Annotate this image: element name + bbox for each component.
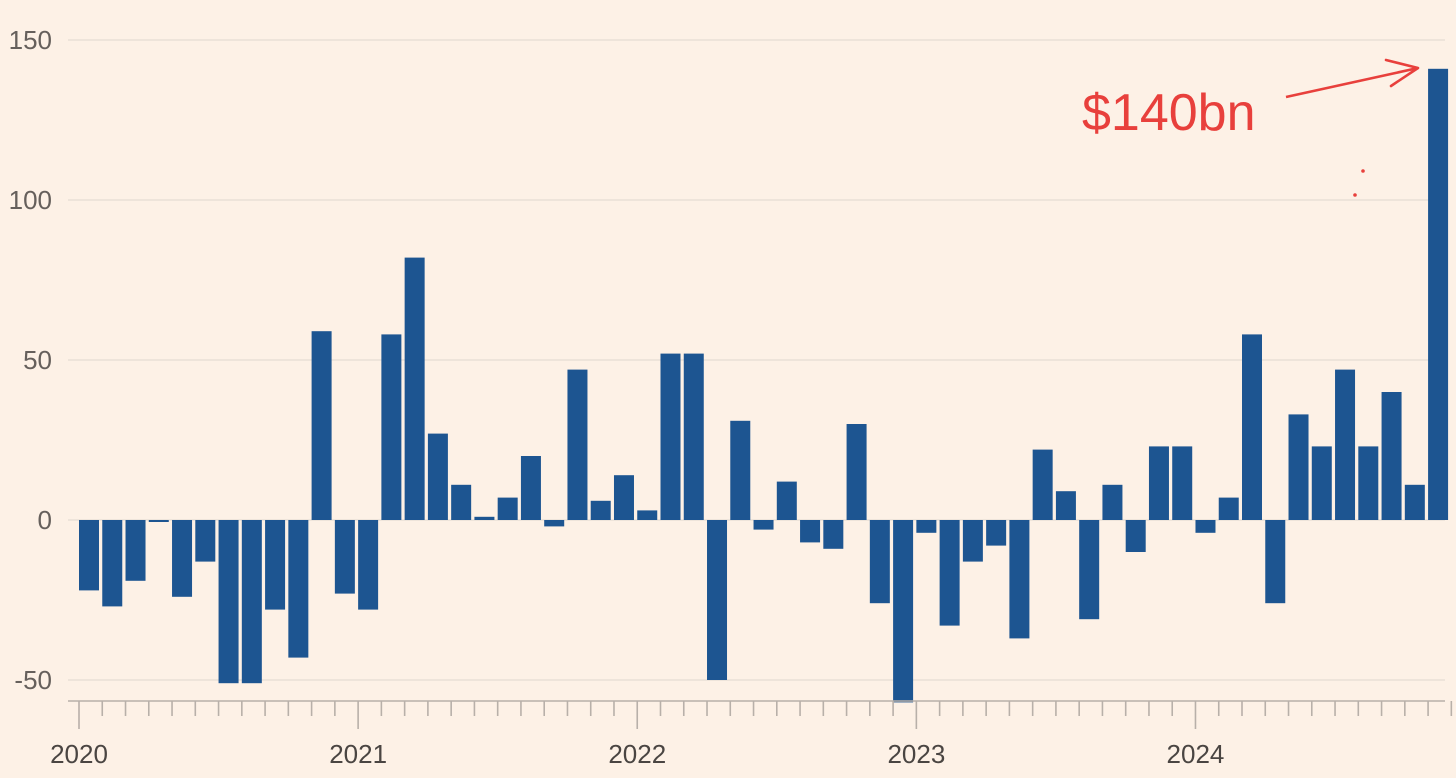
bar	[1125, 520, 1146, 552]
bar	[1265, 520, 1286, 604]
bar	[613, 475, 634, 520]
bar	[1335, 369, 1356, 520]
bar	[288, 520, 309, 658]
bar	[660, 353, 681, 520]
bar	[1381, 392, 1402, 520]
y-tick-label: 100	[9, 185, 52, 215]
bar	[1032, 449, 1053, 520]
bar	[939, 520, 960, 626]
bar	[800, 520, 821, 543]
bar	[1428, 68, 1449, 521]
bar	[1009, 520, 1030, 639]
x-tick-label: 2022	[608, 739, 666, 769]
x-tick-label: 2024	[1167, 739, 1225, 769]
bar	[893, 520, 914, 703]
y-axis-ticks: -50 0 50 100 150	[9, 25, 52, 695]
bar	[823, 520, 844, 549]
bar	[218, 520, 239, 684]
bar	[195, 520, 216, 562]
bar	[544, 520, 565, 527]
bar	[986, 520, 1007, 546]
annotation-arrowhead	[1384, 58, 1420, 88]
bar	[102, 520, 123, 607]
y-tick-label: 0	[38, 505, 52, 535]
bar	[916, 520, 937, 533]
bar	[451, 484, 472, 520]
bar	[846, 424, 867, 520]
annotation-label: $140bn	[1082, 84, 1256, 142]
annotation-dot	[1361, 169, 1365, 173]
bar	[1102, 484, 1123, 520]
bar	[79, 520, 99, 591]
bar	[637, 510, 658, 520]
bar	[334, 520, 355, 594]
bar	[1311, 446, 1332, 520]
bar	[962, 520, 983, 562]
bar	[427, 433, 448, 520]
bar	[1195, 520, 1216, 533]
bar	[590, 500, 611, 520]
annotation: $140bn	[1082, 58, 1420, 197]
bar	[520, 456, 541, 520]
annotation-arrow	[1285, 66, 1419, 99]
bar	[1218, 497, 1239, 520]
bar	[1288, 414, 1309, 520]
bar	[776, 481, 797, 520]
bar	[1172, 446, 1193, 520]
bars	[79, 68, 1449, 703]
bar	[497, 497, 518, 520]
x-tick-label: 2020	[50, 739, 108, 769]
bar	[311, 331, 332, 520]
y-tick-label: 50	[23, 345, 52, 375]
bar	[1358, 446, 1379, 520]
annotation-dot	[1353, 193, 1357, 197]
bar	[707, 520, 728, 680]
x-axis: 2020 2021 2022 2023 2024	[50, 700, 1453, 769]
bar	[404, 257, 425, 520]
bar	[474, 516, 495, 520]
bar	[125, 520, 146, 581]
bar	[1242, 334, 1262, 520]
bar	[241, 520, 262, 684]
bar	[381, 334, 402, 520]
bar	[148, 520, 169, 522]
y-tick-label: -50	[14, 665, 52, 695]
x-tick-label: 2023	[887, 739, 945, 769]
bar	[172, 520, 193, 597]
bar	[567, 369, 588, 520]
bar	[869, 520, 890, 604]
bar	[358, 520, 379, 610]
bar	[1148, 446, 1169, 520]
bar	[1055, 491, 1076, 520]
bar	[753, 520, 774, 530]
bar	[1404, 484, 1425, 520]
x-tick-label: 2021	[329, 739, 387, 769]
y-tick-label: 150	[9, 25, 52, 55]
bar	[1079, 520, 1100, 620]
bar	[265, 520, 286, 610]
bar	[683, 353, 704, 520]
bar	[730, 420, 751, 520]
